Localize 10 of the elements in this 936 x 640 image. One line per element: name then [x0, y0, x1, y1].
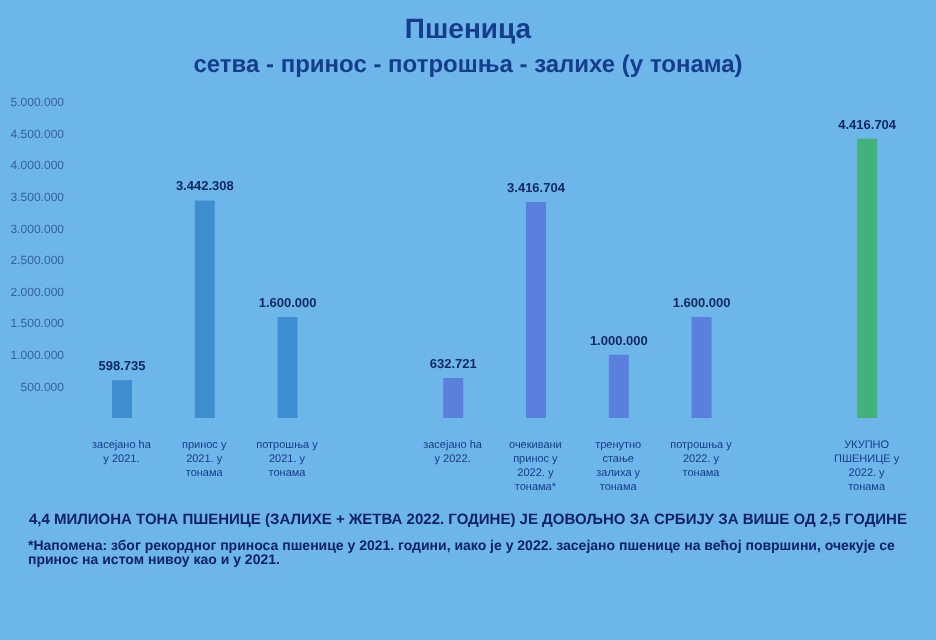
bar [608, 354, 629, 418]
bar [691, 316, 712, 418]
chart-subtitle: сетва - принос - потрошња - залихе (у тонама) [191, 50, 745, 78]
bar [277, 316, 298, 418]
chart-title: Пшеница [402, 10, 534, 44]
bar [443, 378, 464, 418]
bar [194, 200, 215, 418]
bar [526, 202, 546, 418]
bar [857, 138, 878, 418]
bar [112, 380, 132, 418]
